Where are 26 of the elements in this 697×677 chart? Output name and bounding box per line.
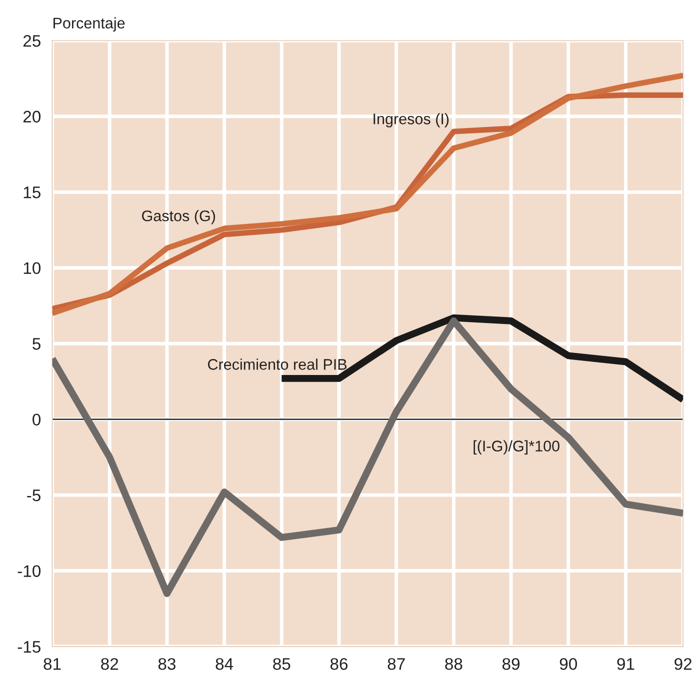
x-tick-label: 82 (101, 658, 118, 670)
y-tick-label: 20 (23, 110, 41, 123)
x-tick-label: 85 (273, 658, 290, 670)
y-axis-title: Porcentaje (54, 17, 125, 32)
y-tick-label: 0 (32, 414, 41, 426)
series-label: Crecimiento real PIB (208, 358, 347, 370)
x-tick-label: 81 (44, 658, 61, 670)
x-tick-label: 86 (330, 658, 348, 670)
x-tick-label: 89 (502, 658, 520, 670)
x-tick-label: 91 (617, 658, 634, 670)
y-tick-label: -15 (18, 641, 40, 653)
y-tick-label: -5 (27, 490, 40, 502)
x-tick-label: 90 (560, 658, 577, 670)
series-label: Ingresos (I) (374, 113, 449, 128)
x-tick-label: 92 (674, 658, 692, 670)
y-tick-label: -10 (18, 565, 41, 577)
x-tick-label: 87 (388, 658, 405, 670)
x-tick-label: 84 (216, 658, 234, 670)
series-label: [(I-G)/G]*100 (474, 440, 560, 455)
x-tick-label: 83 (158, 658, 176, 670)
y-tick-label: 5 (32, 338, 40, 350)
x-tick-label: 88 (445, 658, 462, 670)
y-tick-label: 10 (24, 262, 41, 274)
series-label: Gastos (G) (142, 210, 216, 224)
y-tick-label: 15 (24, 186, 40, 198)
y-tick-label: 25 (23, 35, 40, 47)
